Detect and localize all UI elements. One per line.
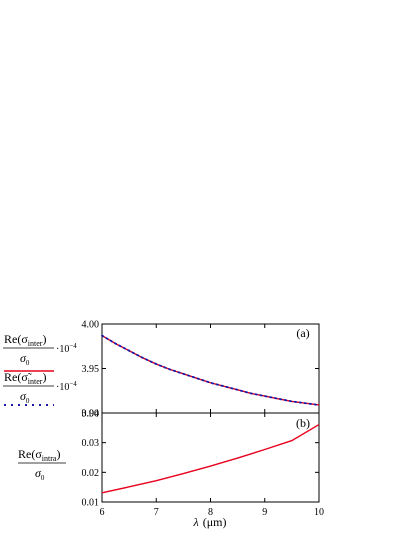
legend-entry-inter: Re(σinter) σ0 ·10−4 — [3, 332, 77, 372]
panel-b-series-solid-red — [101, 423, 320, 494]
panel-b-ytick-label: 0.01 — [82, 498, 100, 509]
panel-a-ytick-label: 4.00 — [82, 320, 100, 331]
panel-a-series-dotted-blue — [101, 334, 320, 406]
panel-b-label: (b) — [296, 416, 310, 430]
panel-b-xtick-label: 6 — [100, 507, 105, 518]
panel-b-frame — [101, 412, 320, 503]
panel-b-xtick-label: 8 — [208, 507, 213, 518]
panel-b-ylabel-denominator: σ0 — [35, 466, 45, 482]
panel-b-ticks: 6 7 8 9 10 0.01 0.02 0.03 0.04 — [82, 409, 325, 519]
panel-b-xtick-label: 9 — [262, 507, 267, 518]
legend-entry-1-numerator: Re(σinter) — [4, 332, 46, 348]
panel-b-ytick-label: 0.04 — [82, 409, 100, 420]
legend-entry-2-scale: ·10−4 — [56, 380, 77, 393]
legend: Re(σinter) σ0 ·10−4 Re(σ̃inter) σ0 ·10−4 — [3, 332, 77, 482]
legend-entry-1-denominator: σ0 — [20, 351, 30, 367]
legend-entry-2-numerator: Re(σ̃inter) — [4, 370, 46, 386]
panel-b-ylabel-numerator: Re(σintra) — [18, 447, 60, 463]
panel-b-xtick-label: 7 — [154, 507, 159, 518]
panel-b-ytick-label: 0.02 — [82, 468, 100, 479]
panel-b-ylabel: Re(σintra) σ0 — [18, 447, 66, 482]
legend-entry-2-denominator: σ0 — [20, 389, 30, 405]
x-axis-label: λ (μm) — [193, 515, 227, 529]
panel-b-ytick-label: 0.03 — [82, 438, 100, 449]
panel-a-ytick-label: 3.90 — [82, 409, 100, 420]
panel-a-series — [101, 334, 320, 406]
panel-a-series-solid-red — [101, 334, 320, 406]
legend-entry-inter-tilde: Re(σ̃inter) σ0 ·10−4 — [3, 370, 77, 406]
panel-b-series — [101, 423, 320, 494]
panel-b-xtick-label: 10 — [314, 507, 324, 518]
legend-entry-1-scale: ·10−4 — [56, 342, 77, 355]
panel-b: (b) 6 7 8 9 10 0.01 0.02 0.03 0.04 λ (μm) — [82, 409, 325, 530]
panel-a: (a) 3.90 3.95 4.00 — [82, 320, 320, 420]
panel-a-label: (a) — [296, 326, 309, 340]
panel-a-ticks: 3.90 3.95 4.00 — [82, 320, 320, 420]
panel-a-ytick-label: 3.95 — [82, 364, 100, 375]
